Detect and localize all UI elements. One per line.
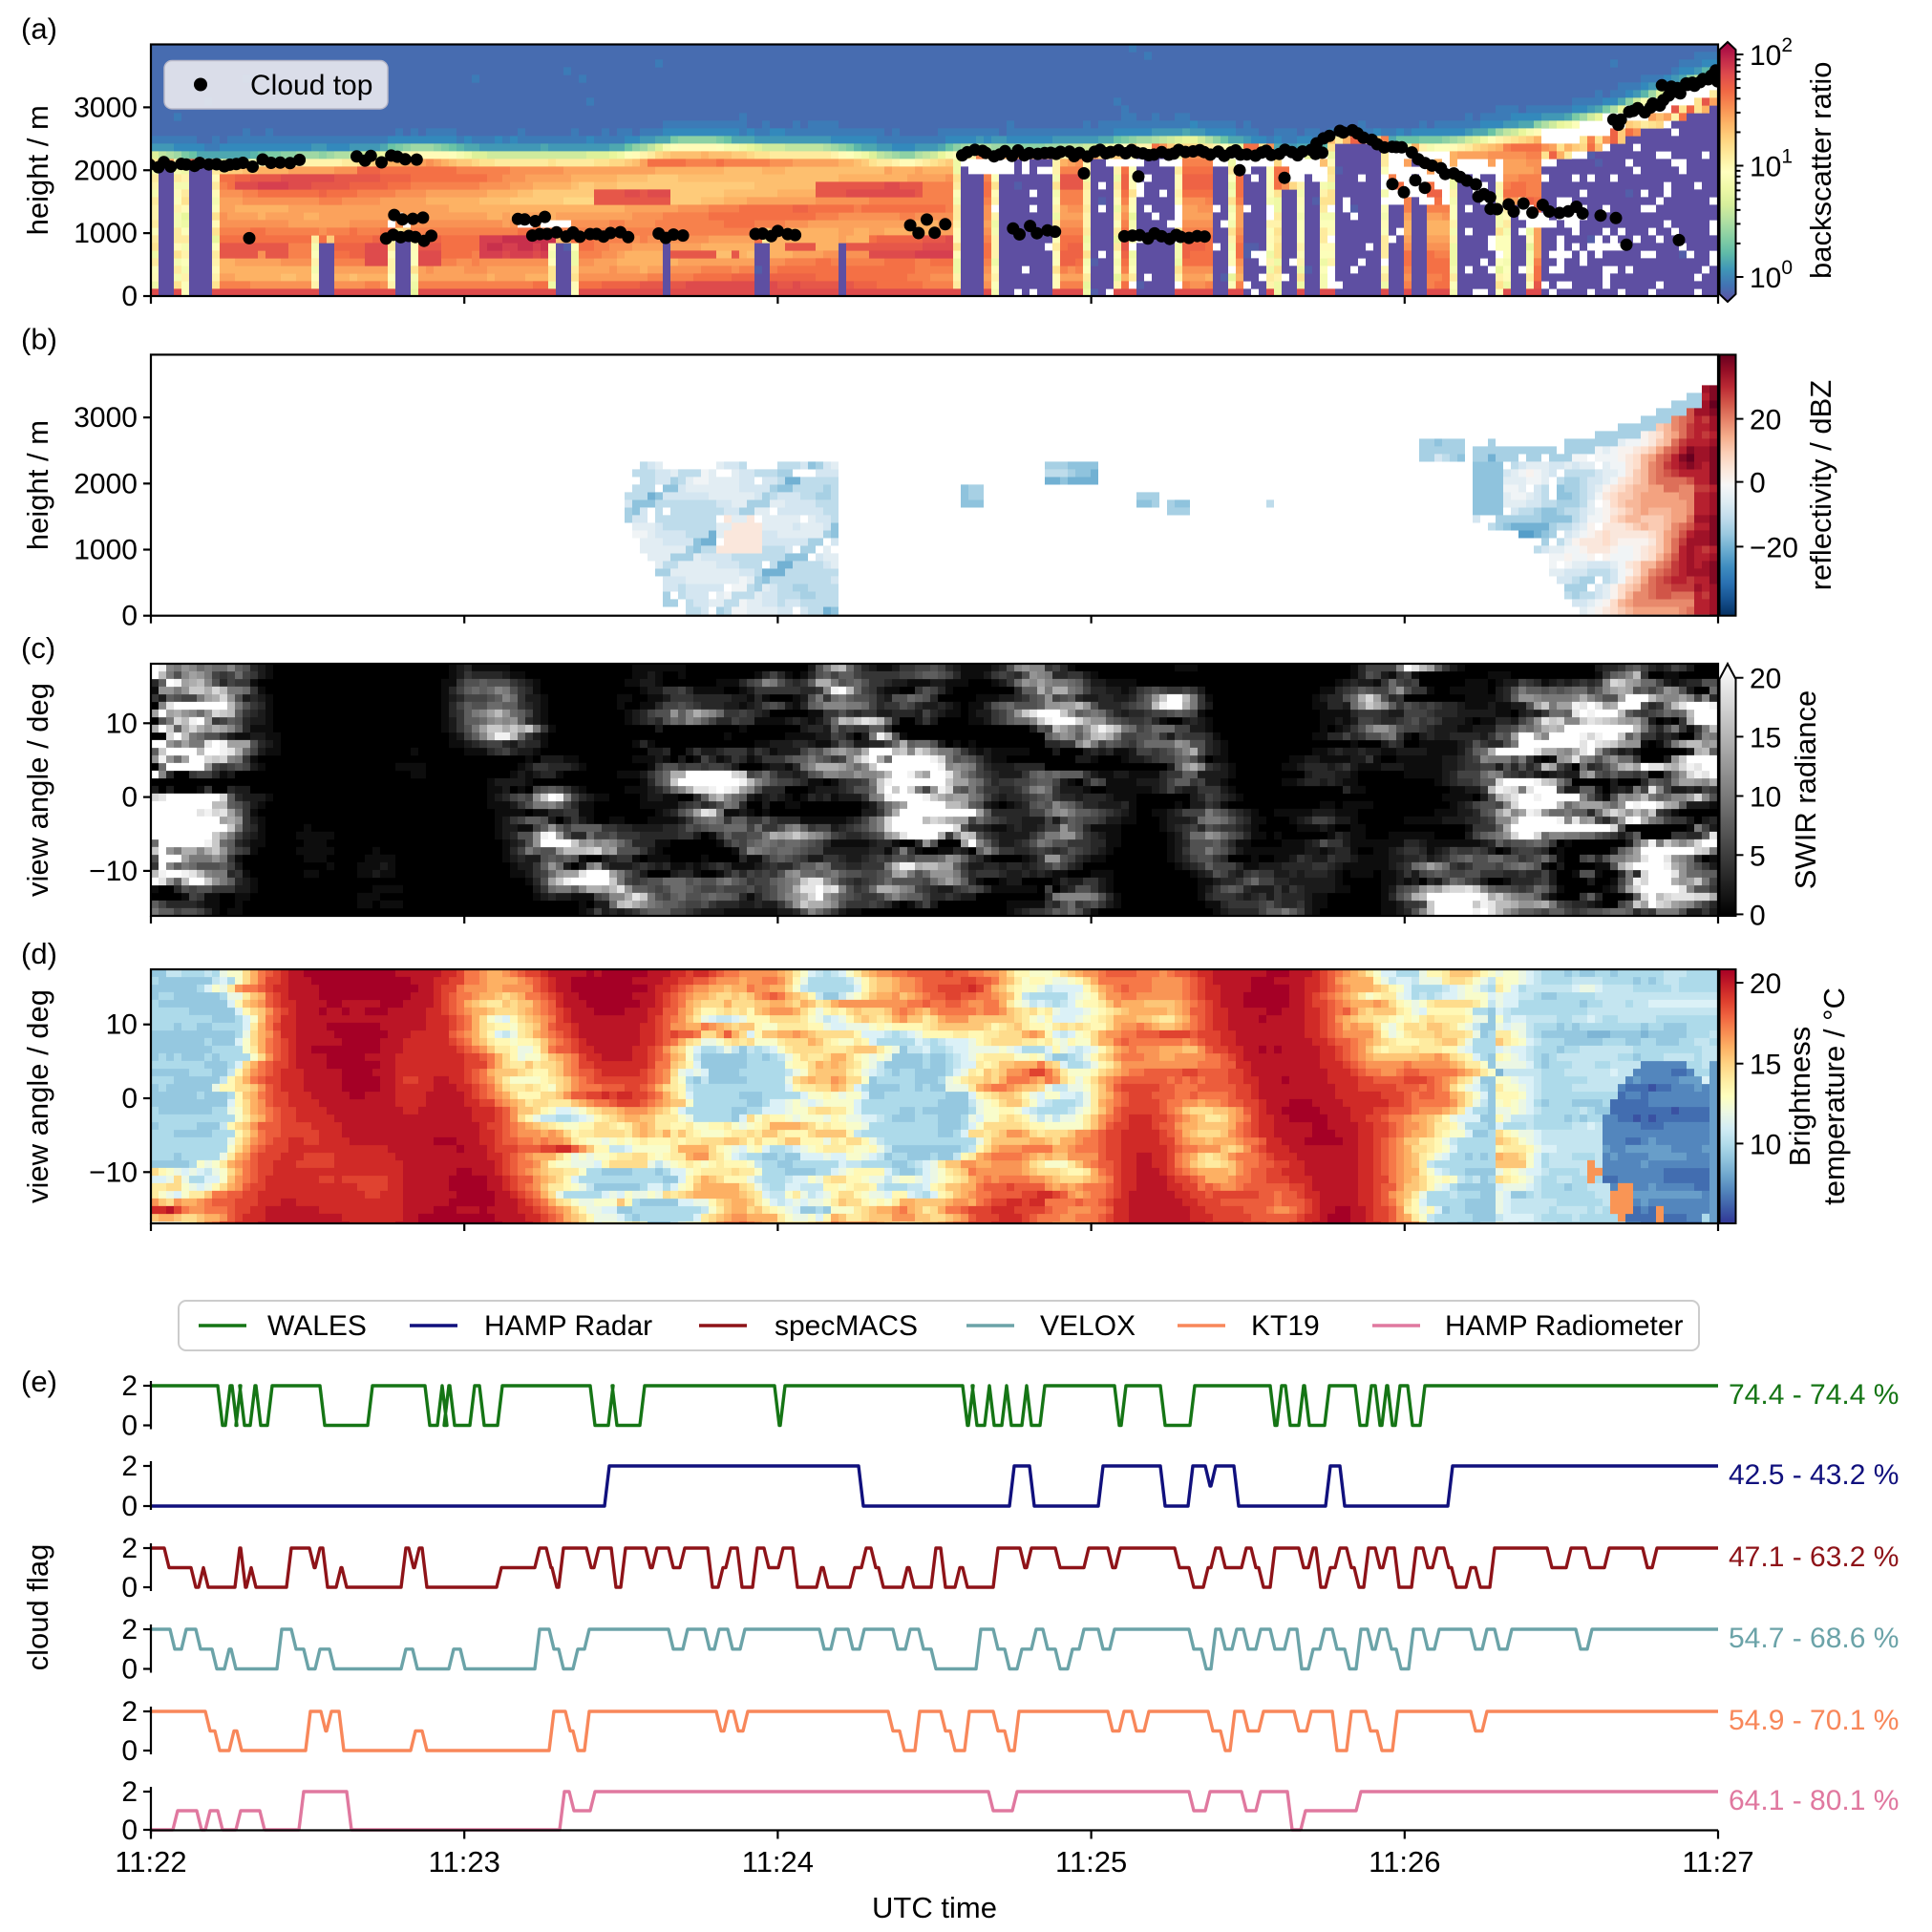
svg-text:11:26: 11:26	[1369, 1845, 1440, 1879]
svg-text:11:25: 11:25	[1055, 1845, 1127, 1879]
svg-text:5: 5	[1750, 840, 1766, 872]
svg-text:(a): (a)	[21, 12, 57, 46]
svg-text:11:24: 11:24	[742, 1845, 814, 1879]
svg-text:0: 0	[1750, 900, 1766, 931]
svg-text:HAMP Radar: HAMP Radar	[484, 1310, 652, 1342]
svg-text:10: 10	[106, 1009, 138, 1041]
svg-text:−20: −20	[1750, 532, 1798, 563]
svg-text:SWIR radiance: SWIR radiance	[1789, 690, 1822, 889]
svg-text:reflectivity / dBZ: reflectivity / dBZ	[1804, 380, 1837, 591]
svg-text:2: 2	[121, 1533, 138, 1564]
svg-text:0: 0	[121, 1411, 138, 1442]
svg-text:0: 0	[121, 782, 138, 814]
svg-text:2: 2	[121, 1696, 138, 1728]
svg-text:15: 15	[1750, 1050, 1781, 1081]
svg-text:100: 100	[1750, 257, 1793, 294]
svg-text:2000: 2000	[74, 155, 138, 186]
svg-text:11:22: 11:22	[115, 1845, 186, 1879]
svg-text:2000: 2000	[74, 468, 138, 499]
svg-text:11:23: 11:23	[429, 1845, 500, 1879]
svg-text:2: 2	[121, 1776, 138, 1808]
svg-text:54.9 - 70.1 %: 54.9 - 70.1 %	[1729, 1705, 1899, 1736]
svg-text:−10: −10	[89, 1157, 138, 1188]
svg-text:10: 10	[106, 708, 138, 739]
svg-text:height / m: height / m	[21, 105, 54, 235]
svg-text:2: 2	[121, 1614, 138, 1645]
svg-text:0: 0	[121, 1491, 138, 1522]
svg-text:74.4 - 74.4 %: 74.4 - 74.4 %	[1729, 1379, 1899, 1411]
svg-text:20: 20	[1750, 968, 1781, 1000]
svg-text:backscatter ratio: backscatter ratio	[1804, 62, 1837, 279]
svg-text:specMACS: specMACS	[775, 1310, 918, 1342]
svg-text:0: 0	[121, 1572, 138, 1603]
svg-text:view angle / deg: view angle / deg	[21, 989, 54, 1203]
svg-text:0: 0	[121, 1654, 138, 1686]
svg-text:0: 0	[121, 1815, 138, 1846]
svg-text:0: 0	[1750, 468, 1766, 499]
svg-text:3000: 3000	[74, 92, 138, 123]
svg-text:102: 102	[1750, 34, 1793, 72]
svg-text:(c): (c)	[21, 631, 55, 665]
svg-text:20: 20	[1750, 664, 1781, 695]
svg-text:0: 0	[121, 601, 138, 632]
svg-text:VELOX: VELOX	[1040, 1310, 1136, 1342]
svg-text:42.5 - 43.2 %: 42.5 - 43.2 %	[1729, 1459, 1899, 1491]
svg-text:−10: −10	[89, 856, 138, 887]
svg-text:view angle / deg: view angle / deg	[21, 683, 54, 897]
svg-text:0: 0	[121, 281, 138, 312]
svg-text:47.1 - 63.2 %: 47.1 - 63.2 %	[1729, 1541, 1899, 1573]
svg-text:(b): (b)	[21, 322, 57, 355]
svg-text:2: 2	[121, 1370, 138, 1402]
svg-text:(d): (d)	[21, 937, 57, 970]
svg-text:WALES: WALES	[267, 1310, 367, 1342]
svg-text:height / m: height / m	[21, 420, 54, 550]
svg-text:KT19: KT19	[1251, 1310, 1320, 1342]
svg-text:54.7 - 68.6 %: 54.7 - 68.6 %	[1729, 1623, 1899, 1654]
svg-text:Brightness: Brightness	[1783, 1027, 1816, 1166]
svg-text:HAMP Radiometer: HAMP Radiometer	[1445, 1310, 1684, 1342]
svg-text:2: 2	[121, 1451, 138, 1482]
svg-text:0: 0	[121, 1735, 138, 1767]
svg-text:101: 101	[1750, 146, 1793, 183]
svg-text:64.1 - 80.1 %: 64.1 - 80.1 %	[1729, 1785, 1899, 1816]
svg-text:UTC time: UTC time	[872, 1891, 997, 1924]
svg-text:10: 10	[1750, 1129, 1781, 1160]
svg-text:(e): (e)	[21, 1365, 57, 1398]
svg-text:15: 15	[1750, 722, 1781, 754]
svg-text:10: 10	[1750, 782, 1781, 814]
svg-text:temperature / °C: temperature / °C	[1817, 987, 1851, 1205]
svg-text:11:27: 11:27	[1682, 1845, 1753, 1879]
svg-text:cloud flag: cloud flag	[21, 1544, 54, 1671]
svg-text:20: 20	[1750, 405, 1781, 436]
svg-text:0: 0	[121, 1083, 138, 1115]
svg-text:1000: 1000	[74, 218, 138, 249]
svg-text:3000: 3000	[74, 402, 138, 434]
svg-text:1000: 1000	[74, 535, 138, 566]
svg-text:Cloud top: Cloud top	[250, 70, 372, 101]
